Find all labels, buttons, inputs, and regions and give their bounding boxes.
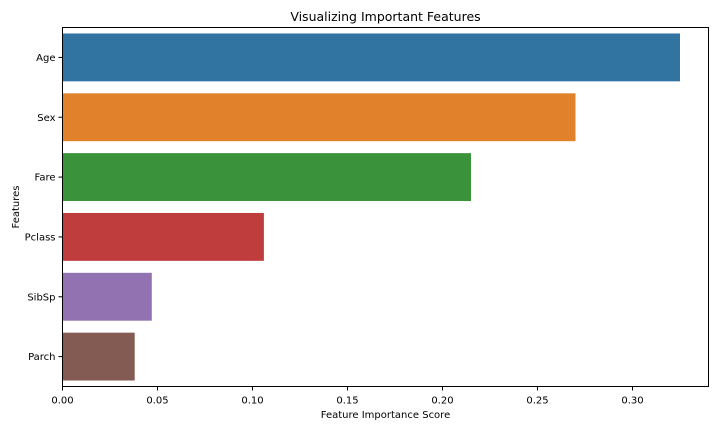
y-tick-label: Fare [34, 173, 55, 184]
bar-fare [62, 153, 471, 202]
x-tick-label: 0.30 [621, 396, 643, 407]
y-tick-label: Parch [28, 352, 55, 363]
x-tick-label: 0.20 [431, 396, 453, 407]
bar-sex [62, 93, 576, 142]
y-axis-label: Features [11, 186, 22, 229]
x-tick-label: 0.00 [51, 396, 73, 407]
x-axis-label: Feature Importance Score [321, 410, 450, 421]
y-tick-label: Age [36, 53, 55, 64]
bar-sibsp [62, 272, 152, 321]
x-tick-label: 0.15 [336, 396, 358, 407]
y-tick-label: SibSp [27, 292, 55, 303]
x-axis-ticks: 0.00 0.05 0.10 0.15 0.20 0.25 0.30 [51, 386, 644, 407]
x-tick-label: 0.10 [241, 396, 263, 407]
bar-parch [62, 332, 135, 381]
y-axis-ticks: Age Sex Fare Pclass SibSp Parch [25, 53, 63, 363]
bar-pclass [62, 212, 264, 261]
chart-title: Visualizing Important Features [290, 9, 480, 24]
x-tick-label: 0.25 [526, 396, 548, 407]
bar-age [62, 33, 680, 82]
plot-frame [62, 27, 709, 387]
x-tick-label: 0.05 [146, 396, 168, 407]
bars-group [62, 33, 680, 381]
y-tick-label: Pclass [25, 232, 56, 243]
y-tick-label: Sex [37, 113, 55, 124]
